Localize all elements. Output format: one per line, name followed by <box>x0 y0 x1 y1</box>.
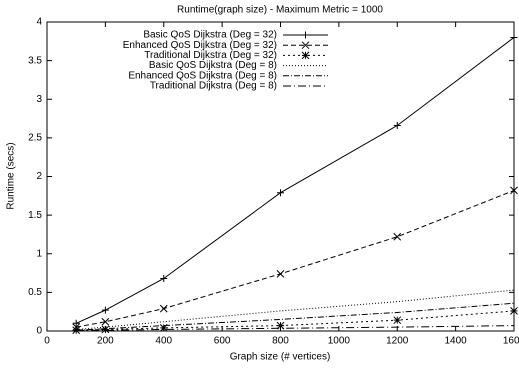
x-tick-label: 200 <box>97 336 114 347</box>
y-tick-label: 3 <box>36 94 42 105</box>
point-marker <box>72 319 80 327</box>
chart-title: Runtime(graph size) - Maximum Metric = 1… <box>177 5 383 16</box>
x-tick-label: 400 <box>155 336 172 347</box>
series-line <box>76 189 515 328</box>
y-tick-label: 2 <box>36 171 42 182</box>
legend-label: Enhanced QoS Dijkstra (Deg = 8) <box>128 70 277 81</box>
legend-label: Traditional Dijkstra (Deg = 32) <box>144 50 277 61</box>
y-tick-label: 2.5 <box>28 133 42 144</box>
point-marker <box>101 325 110 334</box>
x-tick-label: 1600 <box>503 336 519 347</box>
point-marker <box>276 269 285 278</box>
y-tick-label: 0 <box>36 326 42 337</box>
legend-marker <box>301 41 310 50</box>
y-tick-label: 3.5 <box>28 55 42 66</box>
point-marker <box>160 274 168 282</box>
legend-label: Basic QoS Dijkstra (Deg = 8) <box>149 60 277 71</box>
y-tick-label: 0.5 <box>28 287 42 298</box>
point-marker <box>510 186 518 195</box>
legend-label: Enhanced QoS Dijkstra (Deg = 32) <box>123 40 277 51</box>
legend-label: Traditional Dijkstra (Deg = 8) <box>150 81 277 92</box>
x-tick-label: 1000 <box>328 336 351 347</box>
x-tick-label: 600 <box>214 336 231 347</box>
y-tick-label: 4 <box>36 17 42 28</box>
point-marker <box>159 324 168 332</box>
x-tick-label: 1400 <box>445 336 468 347</box>
y-axis-label: Runtime (secs) <box>6 142 17 209</box>
point-marker <box>101 317 110 326</box>
series-line <box>76 310 515 331</box>
point-marker <box>277 189 284 197</box>
y-tick-label: 1.5 <box>28 210 42 221</box>
point-marker <box>101 306 109 314</box>
point-marker <box>393 232 402 241</box>
point-marker <box>159 304 168 313</box>
legend-marker <box>302 31 309 39</box>
point-marker <box>393 316 402 325</box>
y-tick-label: 1 <box>36 248 42 259</box>
series-line <box>75 37 515 324</box>
point-marker <box>510 307 518 315</box>
point-marker <box>276 321 285 330</box>
legend-marker <box>301 51 310 60</box>
x-tick-label: 800 <box>272 336 289 347</box>
plot-frame <box>46 21 515 332</box>
legend-label: Basic QoS Dijkstra (Deg = 32) <box>143 30 277 41</box>
point-marker <box>393 122 401 130</box>
series-line <box>76 289 515 330</box>
x-axis-label: Graph size (# vertices) <box>230 352 331 363</box>
point-marker <box>510 33 518 41</box>
x-tick-label: 0 <box>44 336 50 347</box>
x-tick-label: 1200 <box>386 336 409 347</box>
series-line <box>76 302 515 331</box>
